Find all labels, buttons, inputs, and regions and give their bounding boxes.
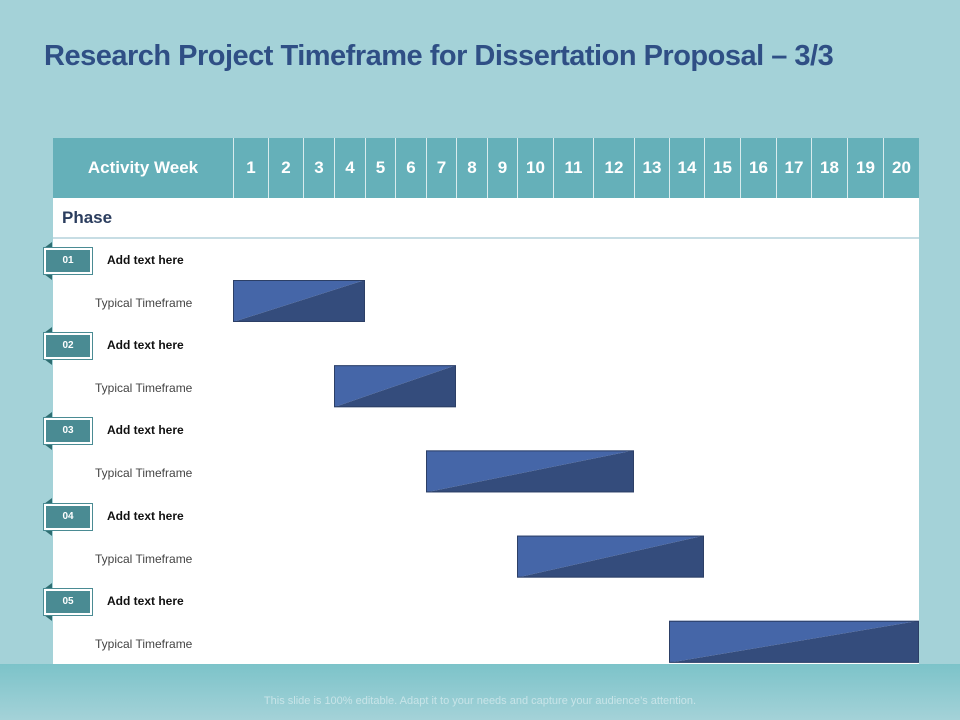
phase-03-timeframe-label: Typical Timeframe [95,466,193,481]
week-10-header: 10 [517,138,553,198]
week-3-header: 3 [303,138,334,198]
phase-05-title[interactable]: Add text here [107,593,184,608]
phase-04-bar [517,535,704,578]
phase-04-title[interactable]: Add text here [107,508,184,523]
phase-number: 05 [44,588,92,615]
week-header-row: Activity Week 1 2 3 4 5 6 7 8 9 10 11 12 13 14 15 16 17 1… [53,138,919,198]
phase-04-timeframe-label: Typical Timeframe [95,551,193,566]
footer-band [0,664,960,720]
phase-05-badge: 05 [44,582,92,621]
week-4-header: 4 [334,138,365,198]
phase-number: 01 [44,248,92,274]
phase-02-bar [334,365,456,408]
week-19-header: 19 [847,138,883,198]
phase-number: 03 [44,418,92,445]
week-13-header: 13 [634,138,669,198]
phase-01-title[interactable]: Add text here [107,253,184,267]
phase-05-bar [669,620,919,663]
phase-label: Phase [62,208,113,227]
phase-03-title[interactable]: Add text here [107,423,184,438]
week-9-header: 9 [487,138,517,198]
phase-02-badge: 02 [44,327,92,366]
footer-note: This slide is 100% editable. Adapt it to… [263,695,697,707]
phase-01-badge: 01 [44,242,92,280]
gantt-panel [53,138,919,664]
phase-02-timeframe-label: Typical Timeframe [95,381,193,396]
phase-number: 02 [44,333,92,360]
week-14-header: 14 [669,138,704,198]
week-16-header: 16 [740,138,776,198]
phase-02-title[interactable]: Add text here [107,338,184,353]
phase-number: 04 [44,503,92,530]
phase-03-badge: 03 [44,412,92,451]
slide-title: Research Project Timeframe for Dissertat… [44,40,834,72]
week-7-header: 7 [426,138,456,198]
week-11-header: 11 [553,138,593,198]
phase-04-badge: 04 [44,497,92,536]
week-5-header: 5 [365,138,395,198]
phase-01-bar [233,280,365,322]
week-1-header: 1 [233,138,268,198]
week-12-header: 12 [593,138,634,198]
phase-03-bar [426,450,634,493]
phase-divider [53,237,919,239]
week-18-header: 18 [811,138,847,198]
week-15-header: 15 [704,138,740,198]
week-20-header: 20 [883,138,919,198]
week-8-header: 8 [456,138,487,198]
phase-01-timeframe-label: Typical Timeframe [95,296,193,310]
week-2-header: 2 [268,138,303,198]
activity-week-label: Activity Week [87,158,199,177]
phase-05-timeframe-label: Typical Timeframe [95,636,193,651]
week-6-header: 6 [395,138,426,198]
week-17-header: 17 [776,138,811,198]
